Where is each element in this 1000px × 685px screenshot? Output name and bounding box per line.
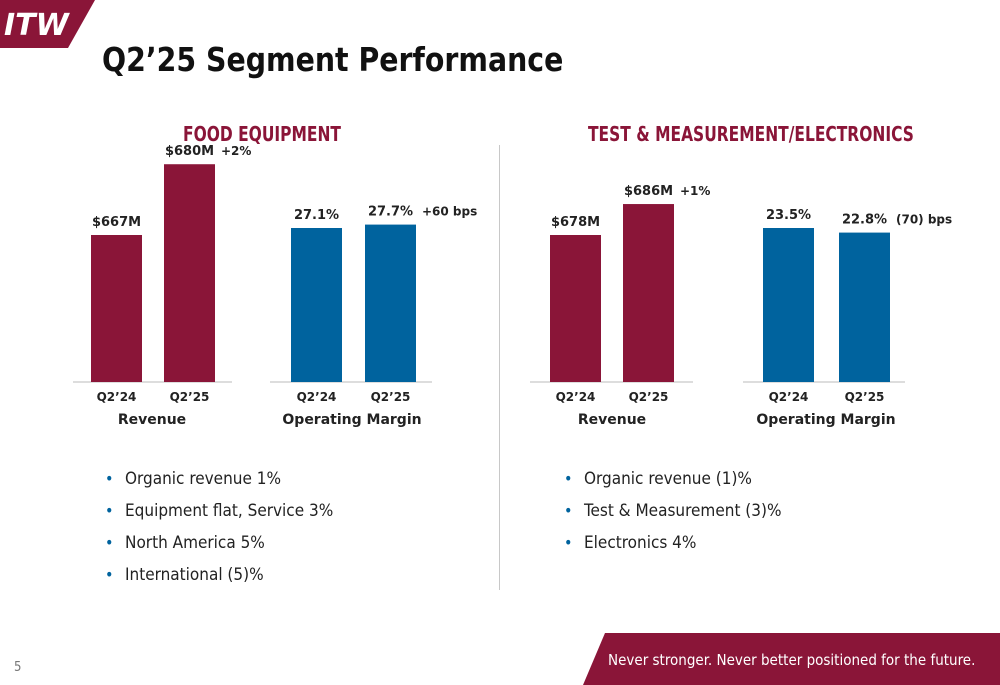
bar-operating-margin: [763, 228, 814, 382]
x-tick-label: Q2’24: [97, 390, 137, 404]
x-tick-label: Q2’25: [371, 390, 411, 404]
x-tick-label: Q2’25: [170, 390, 210, 404]
x-axis-label: Operating Margin: [756, 412, 895, 428]
x-tick-label: Q2’25: [845, 390, 885, 404]
bullet-text: Organic revenue 1%: [125, 469, 282, 489]
x-tick-label: Q2’24: [769, 390, 809, 404]
bar-data-label: $678M: [551, 215, 600, 230]
bar-revenue: [91, 235, 142, 382]
bar-operating-margin: [365, 224, 416, 382]
bar-operating-margin: [839, 232, 890, 382]
bar-revenue: [550, 235, 601, 382]
bullet-icon: •: [564, 469, 573, 488]
x-axis-label: Operating Margin: [282, 412, 421, 428]
bullet-text: Organic revenue (1)%: [584, 469, 752, 489]
bullet-text: Electronics 4%: [584, 533, 697, 553]
x-tick-label: Q2’24: [297, 390, 337, 404]
change-label: +1%: [680, 184, 710, 198]
bullet-icon: •: [105, 469, 114, 488]
bullet-item: • Test & Measurement (3)%: [562, 497, 782, 529]
bar-data-label: 22.8%: [842, 213, 887, 228]
bullet-icon: •: [105, 533, 114, 552]
bullet-item: • Organic revenue (1)%: [562, 465, 782, 497]
bar-data-label: $667M: [92, 215, 141, 230]
logo-background: [0, 0, 95, 48]
bar-operating-margin: [291, 228, 342, 382]
itw-logo: ITW: [0, 0, 95, 48]
bar-data-label: $680M: [165, 144, 214, 159]
bullet-icon: •: [105, 501, 114, 520]
section-title-food-equipment: FOOD EQUIPMENT: [183, 122, 341, 146]
bar-data-label: 27.1%: [294, 208, 339, 223]
food-equipment-bullets: • Organic revenue 1% • Equipment flat, Ser…: [103, 465, 333, 593]
bullet-icon: •: [105, 565, 114, 584]
bullet-text: North America 5%: [125, 533, 265, 553]
bar-data-label: $686M: [624, 184, 673, 199]
x-tick-label: Q2’25: [629, 390, 669, 404]
change-label: +2%: [221, 144, 251, 158]
x-axis-label: Revenue: [118, 412, 186, 428]
change-label: +60 bps: [422, 205, 477, 219]
bullet-icon: •: [564, 533, 573, 552]
section-title-test-measurement-electronics: TEST & MEASUREMENT/ELECTRONICS: [588, 122, 914, 146]
bullet-icon: •: [564, 501, 573, 520]
bullet-item: • North America 5%: [103, 529, 333, 561]
page-title: Q2’25 Segment Performance: [102, 40, 564, 79]
footer-tagline: Never stronger. Never better positioned …: [608, 651, 976, 669]
bullet-item: • International (5)%: [103, 561, 333, 593]
bullet-text: International (5)%: [125, 565, 264, 585]
bullet-text: Test & Measurement (3)%: [584, 501, 782, 521]
bullet-text: Equipment flat, Service 3%: [125, 501, 334, 521]
section-divider: [499, 145, 500, 590]
bar-data-label: 23.5%: [766, 208, 811, 223]
bar-revenue: [164, 164, 215, 382]
change-label: (70) bps: [896, 213, 952, 227]
page-number: 5: [14, 660, 22, 675]
x-axis-label: Revenue: [578, 412, 646, 428]
bullet-item: • Equipment flat, Service 3%: [103, 497, 333, 529]
x-tick-label: Q2’24: [556, 390, 596, 404]
bullet-item: • Electronics 4%: [562, 529, 782, 561]
segment-charts: $667M Q2’24 $680M Q2’25 +2% Revenue 27.1% Q2’24…: [73, 144, 952, 428]
bullet-item: • Organic revenue 1%: [103, 465, 333, 497]
bar-data-label: 27.7%: [368, 205, 413, 220]
logo-text: ITW: [4, 8, 71, 43]
footer-bar: [583, 633, 1000, 685]
test-measurement-bullets: • Organic revenue (1)% • Test & Measuremen…: [562, 465, 782, 561]
bar-revenue: [623, 204, 674, 382]
